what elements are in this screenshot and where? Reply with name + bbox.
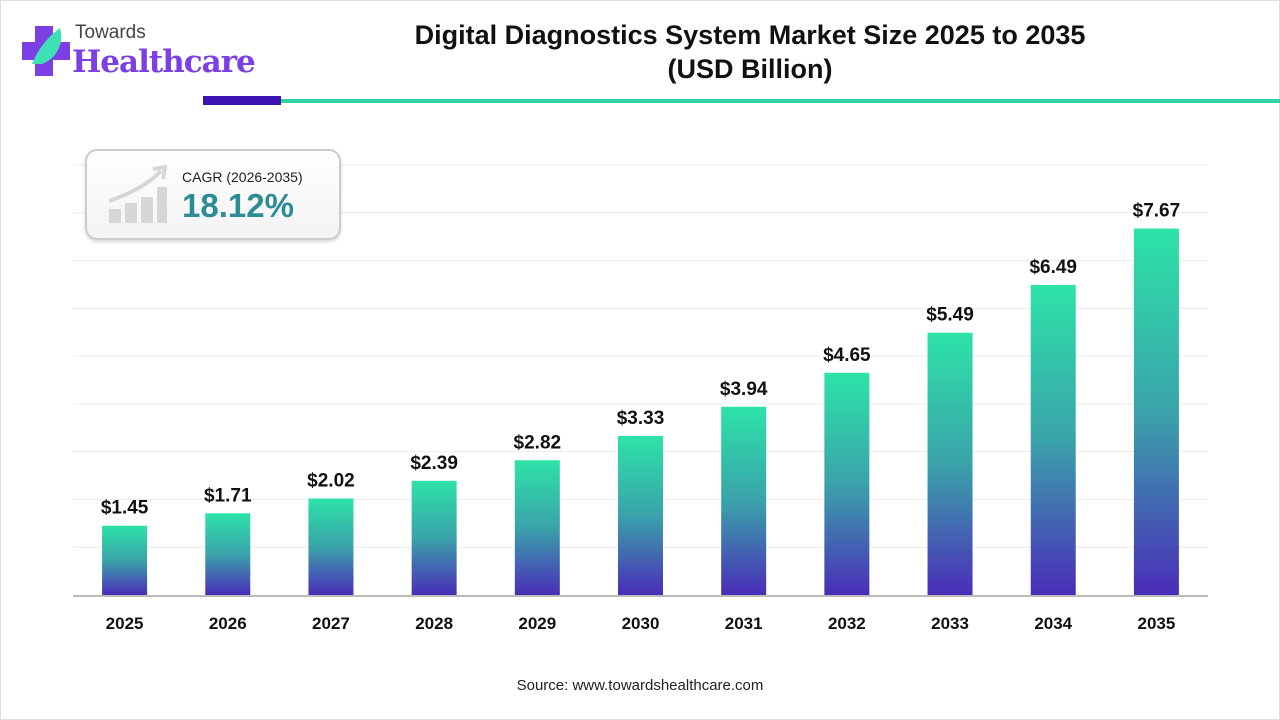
cagr-box: CAGR (2026-2035) 18.12% [85, 149, 341, 240]
x-tick-label-2030: 2030 [622, 614, 660, 633]
bar-2026 [205, 513, 251, 595]
data-label-2032: $4.65 [823, 345, 871, 366]
x-tick-label-2033: 2033 [931, 614, 969, 633]
bar-2029 [514, 460, 560, 595]
x-tick-label-2032: 2032 [828, 614, 866, 633]
x-tick-label-2026: 2026 [209, 614, 247, 633]
source-note: Source: www.towardshealthcare.com [516, 677, 764, 694]
data-label-2033: $5.49 [926, 305, 974, 326]
x-tick-label-2029: 2029 [518, 614, 556, 633]
bar-2032 [824, 372, 870, 595]
chart-title: Digital Diagnostics System Market Size 2… [340, 18, 1160, 86]
data-label-2027: $2.02 [307, 470, 355, 491]
data-label-2031: $3.94 [720, 379, 768, 400]
x-tick-label-2035: 2035 [1137, 614, 1175, 633]
x-tick-label-2027: 2027 [312, 614, 350, 633]
x-tick-label-2025: 2025 [106, 614, 144, 633]
data-label-2026: $1.71 [204, 485, 252, 506]
chart-title-line1: Digital Diagnostics System Market Size 2… [414, 20, 1086, 50]
bar-2027 [308, 498, 354, 595]
x-tick-label-2034: 2034 [1034, 614, 1072, 633]
data-label-2025: $1.45 [101, 498, 149, 519]
chart-title-line2: (USD Billion) [667, 54, 833, 84]
data-label-2030: $3.33 [617, 408, 665, 429]
bar-2031 [721, 406, 767, 595]
title-underline-dark [203, 96, 281, 105]
bar-2035 [1133, 228, 1179, 596]
cagr-value: 18.12% [182, 187, 294, 224]
bar-2034 [1030, 284, 1076, 595]
data-label-2035: $7.67 [1133, 201, 1181, 222]
x-tick-label-2031: 2031 [725, 614, 763, 633]
bar-2025 [102, 525, 148, 595]
logo-text-main: Healthcare [72, 44, 256, 80]
title-underline-teal [281, 99, 1280, 103]
data-label-2028: $2.39 [410, 453, 458, 474]
cagr-label: CAGR (2026-2035) [182, 169, 303, 185]
bar-2033 [927, 332, 973, 595]
bar-2028 [411, 480, 457, 595]
data-label-2029: $2.82 [514, 432, 562, 453]
growth-chart-icon [108, 165, 168, 223]
data-label-2034: $6.49 [1029, 257, 1077, 278]
x-tick-label-2028: 2028 [415, 614, 453, 633]
logo-text-top: Towards [75, 22, 146, 43]
logo-cross-leaf-icon [22, 26, 70, 76]
bar-2030 [618, 435, 663, 595]
